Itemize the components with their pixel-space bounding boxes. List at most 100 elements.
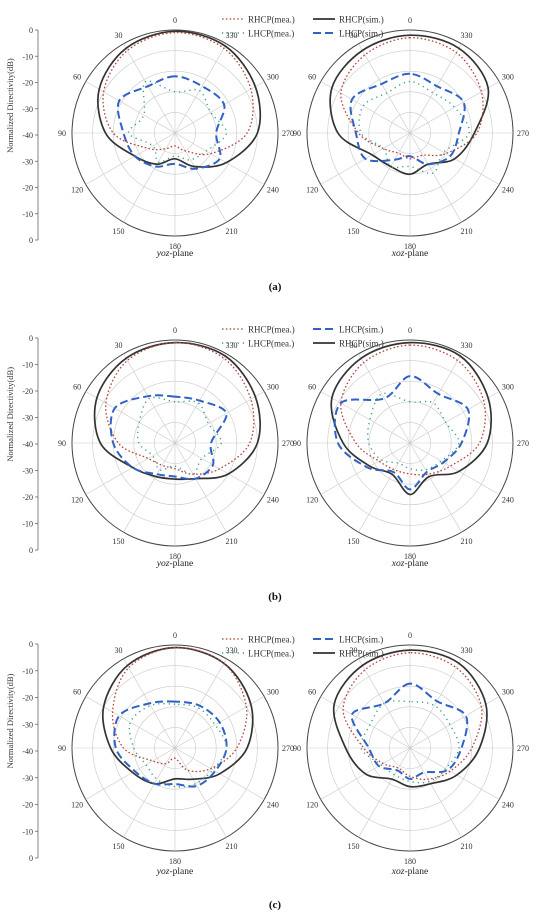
series-lhcp_mea-yoz [136,396,223,475]
y-axis: 0 -10 -20 -30 -40 -30 -20 -10 0 Normalized Direct… [5,640,39,863]
series-rhcp_sim-xoz [330,341,493,496]
angle-label: 120 [71,496,83,505]
angle-label: 150 [113,227,125,236]
angle-label: 210 [226,842,238,851]
angle-label: 180 [169,552,181,561]
angle-label: 120 [71,186,83,195]
y-tick-label: -10 [22,827,33,836]
angle-label: 150 [348,842,360,851]
series-lhcp_mea-xoz [367,392,460,472]
series-rhcp_mea-xoz [340,37,484,160]
grid-spoke [358,43,411,134]
panel-label: (a) [269,281,282,293]
grid-spoke [409,658,462,749]
legend-label-lhcp_mea: LHCP(mea.) [248,29,294,39]
angle-label: 240 [267,186,279,195]
series-lhcp_mea-xoz [360,700,460,784]
legend-label-rhcp_sim: RHCP(sim.) [339,649,384,659]
angle-label: 60 [308,688,316,697]
y-axis: 0 -10 -20 -30 -40 -30 -20 -10 0 Normalized Direct… [5,334,39,555]
angle-label: 0 [408,16,412,25]
angle-label: 60 [73,73,81,82]
grid-spoke [123,43,176,134]
series-rhcp_mea-xoz [342,652,483,781]
y-tick-label: -30 [22,467,33,476]
angle-label: 240 [267,801,279,810]
grid-spoke [320,391,411,444]
grid-spoke [174,658,227,749]
grid-spoke [85,391,176,444]
y-axis-label: Normalized Directivity(dB) [5,674,15,769]
grid-spoke [85,696,176,749]
angle-label: 210 [226,227,238,236]
y-tick-label: -20 [22,79,33,88]
legend-label-rhcp_mea: RHCP(mea.) [248,15,295,25]
angle-label: 300 [267,73,279,82]
angle-label: 150 [348,537,360,546]
series-rhcp_mea-yoz [111,646,248,773]
angle-label: 90 [293,744,301,753]
angle-label: 270 [282,744,294,753]
angle-label: 90 [58,129,66,138]
y-axis-label: Normalized Directivity(dB) [5,58,15,153]
legend-label-rhcp_sim: RHCP(sim.) [339,15,384,25]
grid-spoke [85,442,176,495]
y-tick-label: 0 [29,26,33,35]
angle-label: 0 [173,16,177,25]
y-tick-label: -10 [22,361,33,370]
angle-label: 300 [267,688,279,697]
grid-spoke [85,81,176,134]
grid-spoke [85,747,176,800]
grid-spoke [409,747,462,838]
angle-label: 180 [404,242,416,251]
angle-label: 270 [517,439,529,448]
legend-label-rhcp_sim: RHCP(sim.) [339,339,384,349]
series-rhcp_mea-yoz [102,31,254,156]
panel-label: (c) [269,899,282,911]
angle-label: 150 [113,537,125,546]
angle-label: 300 [267,383,279,392]
y-tick-label: -30 [22,105,33,114]
angle-label: 210 [461,227,473,236]
angle-label: 30 [350,31,358,40]
angle-label: 120 [306,801,318,810]
grid-spoke [123,442,176,533]
series-lhcp_mea-yoz [127,80,228,163]
series-rhcp_sim-yoz [93,341,261,481]
grid-spoke [123,747,176,838]
angle-label: 120 [306,186,318,195]
angle-label: 210 [226,537,238,546]
angle-label: 330 [226,646,238,655]
angle-label: 120 [71,801,83,810]
y-tick-label: 0 [29,546,33,555]
grid-spoke [358,353,411,444]
angle-label: 270 [282,129,294,138]
y-axis: 0 -10 -20 -30 -40 -30 -20 -10 0 Normalized Direct… [5,26,39,245]
angle-label: 30 [350,646,358,655]
angle-label: 330 [461,646,473,655]
angle-label: 180 [404,552,416,561]
y-tick-label: -30 [22,414,33,423]
grid-spoke [320,442,411,495]
angle-label: 60 [73,688,81,697]
grid-spoke [174,43,227,134]
grid-spoke [409,81,500,134]
series-lhcp_sim-xoz [350,682,469,780]
series-lhcp_sim-xoz [349,72,466,166]
grid-spoke [174,442,227,533]
series-rhcp_mea-xoz [340,344,487,476]
angle-label: 300 [502,688,514,697]
grid-spoke [409,747,500,800]
plane-label-yoz: yoz-plane [156,559,193,569]
y-tick-label: -40 [22,747,33,756]
y-tick-label: -10 [22,520,33,529]
angle-label: 60 [73,383,81,392]
angle-label: 60 [308,383,316,392]
angle-label: 180 [169,857,181,866]
grid-spoke [174,747,227,838]
angle-label: 270 [282,439,294,448]
grid-spoke [409,391,500,444]
angle-label: 240 [502,496,514,505]
angle-label: 90 [293,439,301,448]
legend-label-rhcp_mea: RHCP(mea.) [248,635,295,645]
